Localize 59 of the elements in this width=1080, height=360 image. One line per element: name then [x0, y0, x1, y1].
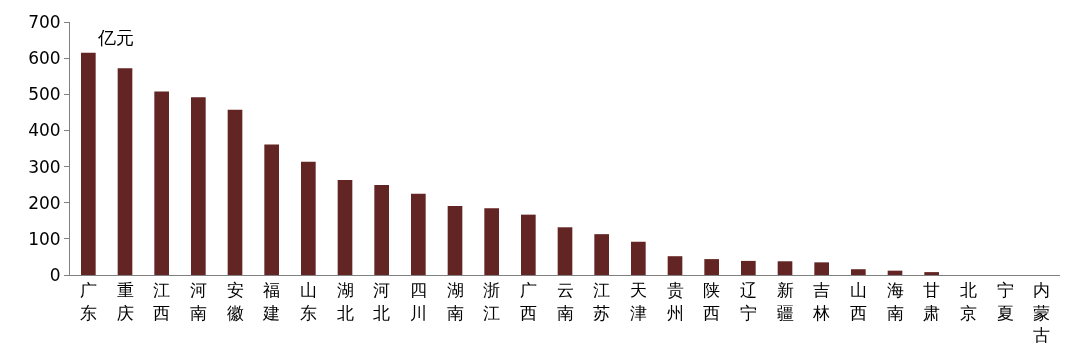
bar	[631, 241, 646, 275]
bar	[557, 227, 573, 275]
bar	[117, 68, 133, 275]
bar	[337, 179, 353, 275]
x-tick-label: 浙江	[483, 280, 501, 323]
x-tick-label: 安徽	[226, 280, 244, 323]
x-tick-label: 北京	[959, 280, 977, 323]
bar	[227, 109, 243, 275]
bar	[301, 161, 316, 275]
bar	[924, 272, 939, 275]
x-tick-label: 海南	[886, 280, 904, 323]
bar	[704, 259, 719, 275]
x-tick-label: 河北	[373, 280, 391, 323]
y-tick-label: 600	[28, 48, 61, 69]
bar	[447, 205, 463, 275]
bar	[81, 52, 96, 275]
bar	[521, 214, 536, 275]
x-tick-label: 广东	[79, 280, 97, 323]
bar	[814, 262, 829, 275]
bar	[264, 144, 279, 275]
x-tick-label: 云南	[556, 280, 574, 323]
x-tick-label: 江西	[153, 280, 171, 323]
x-tick-label: 山东	[299, 280, 317, 323]
y-tick-label: 400	[28, 120, 61, 141]
x-tick-label: 河南	[189, 280, 207, 323]
bar	[411, 193, 426, 275]
y-tick-label: 0	[49, 264, 61, 285]
x-tick-label: 山西	[849, 280, 867, 323]
x-tick-label: 贵州	[666, 280, 684, 323]
x-tick-label: 江苏	[593, 280, 611, 323]
x-tick-label: 湖北	[336, 280, 354, 323]
y-tick-label: 100	[28, 228, 61, 249]
annotation: 亿元	[97, 27, 134, 48]
bar	[741, 260, 756, 275]
bar	[667, 256, 683, 275]
bar	[154, 91, 169, 275]
x-tick-label: 福建	[262, 280, 281, 323]
bar	[594, 234, 609, 275]
bar	[374, 185, 389, 275]
y-tick-label: 700	[28, 11, 61, 32]
x-tick-label: 四川	[409, 280, 427, 323]
y-tick-label: 200	[28, 192, 61, 213]
x-tick-label: 吉林	[812, 280, 831, 323]
y-tick-label: 300	[28, 156, 61, 177]
x-tick-label: 湖南	[446, 280, 464, 323]
x-tick-label: 新疆	[776, 280, 794, 323]
x-tick-label: 宁夏	[996, 280, 1014, 323]
x-tick-label: 广西	[519, 280, 537, 323]
x-tick-label: 重庆	[116, 280, 134, 323]
bar	[191, 97, 206, 275]
bar	[484, 208, 499, 275]
x-tick-label: 辽宁	[739, 280, 757, 323]
x-tick-label: 陕西	[703, 280, 721, 323]
x-tick-label: 天津	[629, 280, 647, 323]
y-tick-label: 500	[28, 84, 61, 105]
x-tick-label: 内蒙古	[1033, 280, 1051, 345]
x-tick-label: 甘肃	[923, 280, 941, 323]
bar	[777, 261, 793, 275]
bar	[851, 269, 866, 275]
